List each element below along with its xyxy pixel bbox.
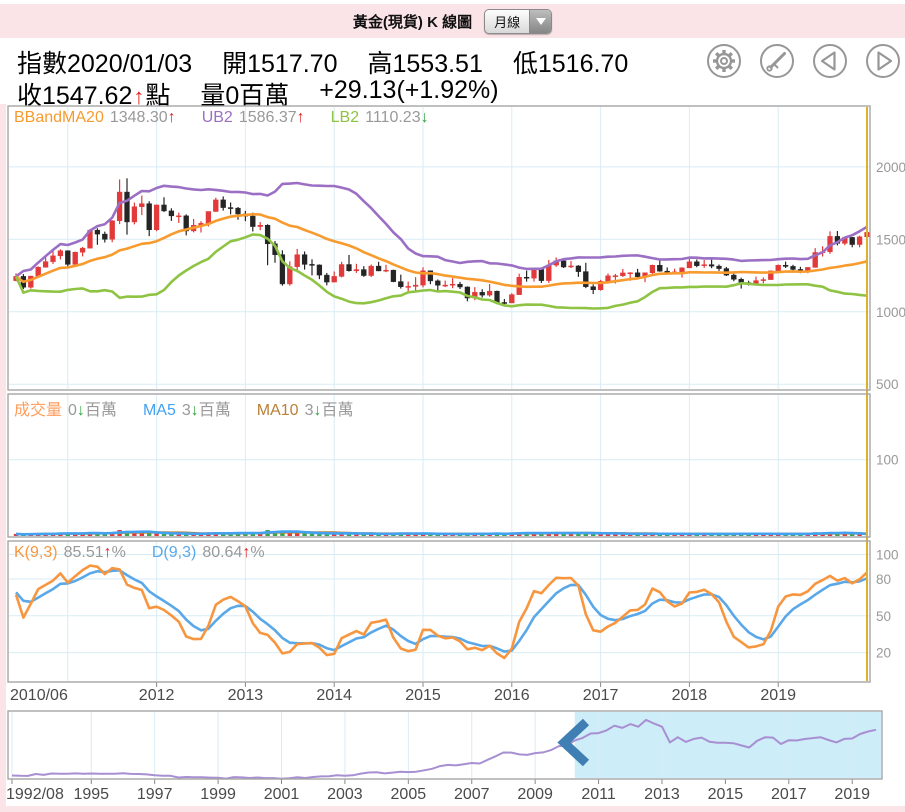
legend-item: 成交量 0↓百萬 bbox=[14, 402, 117, 419]
svg-text:2001: 2001 bbox=[264, 786, 300, 803]
svg-text:2014: 2014 bbox=[316, 687, 352, 704]
svg-text:1992/08: 1992/08 bbox=[6, 786, 64, 803]
next-button[interactable] bbox=[865, 43, 901, 79]
up-arrow-icon: ↑ bbox=[133, 84, 145, 109]
legend-item: D(9,3) 80.64↑% bbox=[151, 544, 265, 561]
svg-text:2017: 2017 bbox=[583, 687, 619, 704]
toolbar bbox=[706, 43, 901, 79]
svg-text:2013: 2013 bbox=[228, 687, 264, 704]
svg-text:2009: 2009 bbox=[517, 786, 553, 803]
open-value: 開1517.70 bbox=[222, 50, 338, 78]
svg-text:2019: 2019 bbox=[834, 786, 870, 803]
svg-text:1997: 1997 bbox=[137, 786, 173, 803]
legend-item: K(9,3) 85.51↑% bbox=[14, 544, 126, 561]
draw-tool-button[interactable] bbox=[759, 43, 795, 79]
period-select-value: 月線 bbox=[494, 14, 521, 30]
page-title: 黃金(現貨) K 線圖 bbox=[352, 13, 473, 31]
arrow-left-icon bbox=[813, 44, 847, 78]
svg-text:1995: 1995 bbox=[73, 786, 109, 803]
volume-ma5-line bbox=[15, 530, 868, 536]
svg-text:2018: 2018 bbox=[672, 687, 708, 704]
prev-button[interactable] bbox=[812, 43, 848, 79]
svg-text:2011: 2011 bbox=[581, 786, 616, 803]
change-value: +29.13(+1.92%) bbox=[319, 76, 499, 104]
svg-text:2013: 2013 bbox=[644, 786, 680, 803]
svg-text:1000: 1000 bbox=[876, 305, 905, 320]
legend-item: LB2 1110.23↓ bbox=[330, 109, 429, 126]
y-axis-labels: 2000 1500 1000 500 100 100 80 50 20 bbox=[876, 160, 905, 661]
gridlines bbox=[9, 107, 869, 681]
svg-text:500: 500 bbox=[876, 377, 899, 392]
k-line bbox=[14, 564, 868, 660]
high-value: 高1553.51 bbox=[367, 50, 483, 78]
header-bar: 黃金(現貨) K 線圖 月線 bbox=[0, 4, 905, 38]
price-legend: BBandMA20 1348.30↑ UB2 1586.37↑ LB2 1110.23↓ bbox=[14, 109, 429, 127]
bottom-strip bbox=[0, 806, 905, 812]
svg-text:2015: 2015 bbox=[708, 786, 744, 803]
legend-item: MA5 3↓百萬 bbox=[142, 402, 231, 419]
legend-item: MA10 3↓百萬 bbox=[256, 402, 354, 419]
svg-text:2012: 2012 bbox=[139, 687, 175, 704]
svg-text:2003: 2003 bbox=[327, 786, 363, 803]
settings-button[interactable] bbox=[706, 43, 742, 79]
svg-text:2015: 2015 bbox=[405, 687, 441, 704]
gear-icon bbox=[707, 44, 741, 78]
svg-text:2017: 2017 bbox=[771, 786, 807, 803]
svg-text:100: 100 bbox=[876, 547, 899, 562]
volume-legend: 成交量 0↓百萬 MA5 3↓百萬 MA10 3↓百萬 bbox=[14, 396, 353, 420]
period-select-button[interactable] bbox=[529, 9, 552, 33]
navigator[interactable]: 1992/08 1995 1997 1999 2001 2003 2005 2007 2009 2… bbox=[6, 712, 881, 803]
kd-legend: K(9,3) 85.51↑% D(9,3) 80.64↑% bbox=[14, 544, 265, 562]
svg-text:2005: 2005 bbox=[391, 786, 427, 803]
draw-tool-icon bbox=[760, 44, 794, 78]
svg-text:2016: 2016 bbox=[494, 687, 530, 704]
chevron-down-icon bbox=[535, 17, 546, 25]
close-info-row: 收1547.62 ↑ 點 量0百萬 +29.13(+1.92%) bbox=[17, 76, 499, 112]
svg-text:2019: 2019 bbox=[760, 687, 796, 704]
navigator-handle-chevron-icon[interactable] bbox=[557, 718, 590, 767]
left-gutter bbox=[0, 104, 6, 806]
bollinger-bands bbox=[14, 181, 868, 310]
svg-text:1999: 1999 bbox=[200, 786, 236, 803]
svg-text:20: 20 bbox=[876, 646, 891, 661]
svg-text:2010/06: 2010/06 bbox=[10, 687, 68, 704]
svg-text:50: 50 bbox=[876, 609, 891, 624]
svg-text:2000: 2000 bbox=[876, 160, 905, 175]
period-select[interactable]: 月線 bbox=[484, 8, 553, 34]
low-value: 低1516.70 bbox=[512, 50, 629, 78]
svg-text:2007: 2007 bbox=[454, 786, 490, 803]
svg-text:1500: 1500 bbox=[876, 232, 905, 247]
x-axis-labels: 2010/06 2012 2013 2014 2015 2016 2017 2018 2019 bbox=[10, 682, 796, 704]
arrow-right-icon bbox=[866, 44, 900, 78]
svg-text:80: 80 bbox=[876, 572, 891, 587]
svg-text:100: 100 bbox=[876, 453, 899, 468]
ohlc-info-row: 指數2020/01/03 開1517.70 高1553.51 低1516.70 bbox=[17, 44, 628, 80]
index-date: 指數2020/01/03 bbox=[17, 50, 193, 78]
legend-item: UB2 1586.37↑ bbox=[201, 109, 305, 126]
legend-item: BBandMA20 1348.30↑ bbox=[14, 109, 176, 126]
